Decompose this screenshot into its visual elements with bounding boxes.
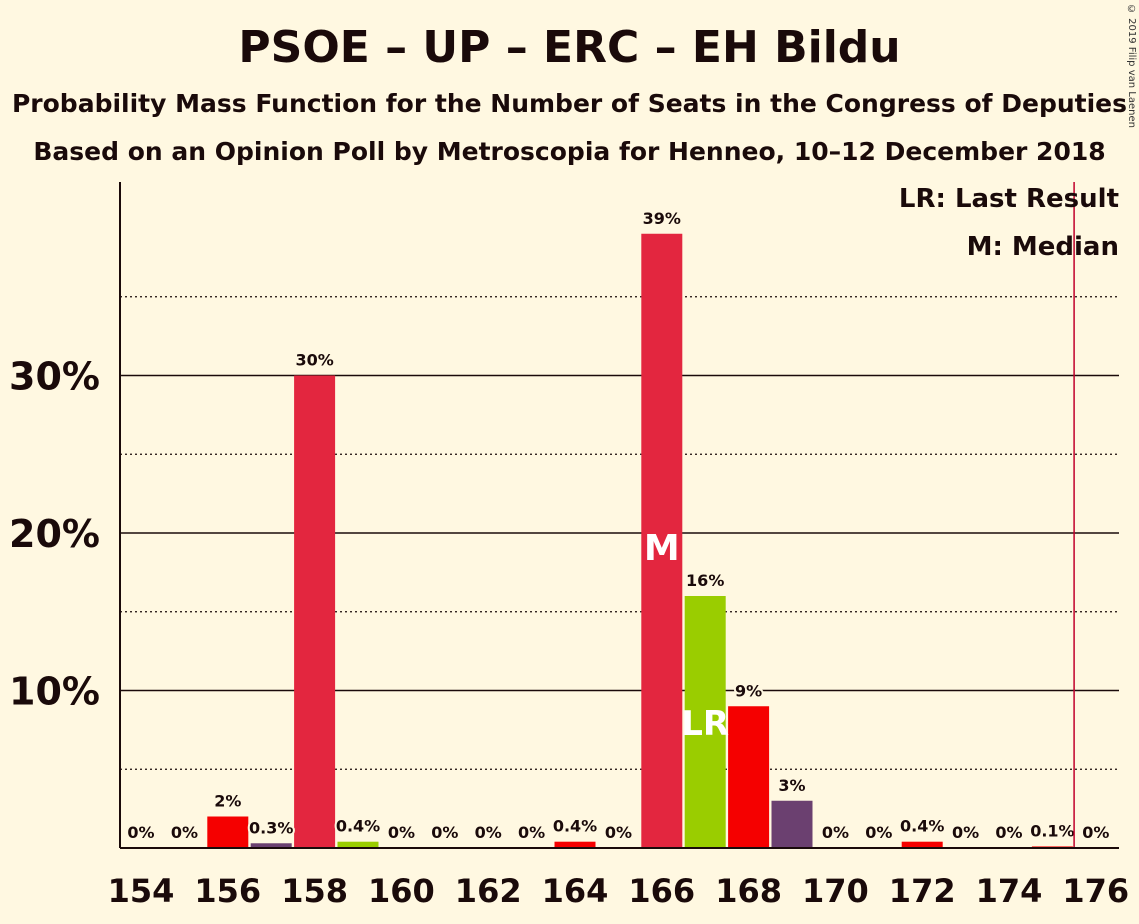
y-tick-label: 30% — [9, 355, 100, 399]
bar-seat-172 — [901, 841, 943, 848]
median-marker: M — [644, 528, 680, 569]
data-label-seat-175: 0.1% — [1030, 821, 1074, 840]
bar-seat-166 — [641, 233, 683, 848]
x-tick-label: 166 — [628, 872, 695, 910]
data-label-seat-160: 0% — [388, 823, 415, 842]
data-label-seat-168: 9% — [735, 681, 762, 700]
chart-gridlines — [120, 296, 1119, 770]
bar-seat-164 — [554, 841, 596, 848]
legend-last-result: LR: Last Result — [898, 184, 1119, 214]
bar-seat-169 — [771, 800, 813, 848]
data-label-seat-161: 0% — [431, 823, 458, 842]
x-tick-label: 154 — [108, 872, 175, 910]
data-label-seat-167: 16% — [686, 571, 724, 590]
chart-subtitle: Probability Mass Function for the Number… — [11, 89, 1128, 118]
data-label-seat-171: 0% — [865, 823, 892, 842]
legend-median: M: Median — [966, 232, 1119, 262]
data-label-seat-158: 30% — [295, 351, 333, 370]
data-label-seat-169: 3% — [778, 776, 805, 795]
bar-seat-167 — [684, 596, 726, 848]
data-label-seat-166: 39% — [643, 209, 681, 228]
data-label-seat-176: 0% — [1082, 823, 1109, 842]
chart-data-labels: 0% 0% 2% 0.3% 30% 0.4% 0% 0% 0% 0% 0.4% 0% 39% 16% 9% 3… — [125, 207, 1111, 844]
chart-bars — [207, 233, 1073, 848]
x-tick-label: 156 — [194, 872, 261, 910]
data-label-seat-170: 0% — [822, 823, 849, 842]
chart-subtitle-poll: Based on an Opinion Poll by Metroscopia … — [33, 137, 1106, 166]
bar-seat-158 — [294, 375, 336, 848]
data-label-seat-164: 0.4% — [553, 817, 597, 836]
data-label-seat-156: 2% — [214, 792, 241, 811]
data-label-seat-173: 0% — [952, 823, 979, 842]
bar-seat-156 — [207, 816, 249, 848]
x-tick-label: 168 — [715, 872, 782, 910]
data-label-seat-162: 0% — [475, 823, 502, 842]
data-label-seat-155: 0% — [171, 823, 198, 842]
bar-seat-168 — [728, 706, 770, 848]
x-tick-label: 158 — [281, 872, 348, 910]
data-label-seat-165: 0% — [605, 823, 632, 842]
x-tick-label: 162 — [455, 872, 522, 910]
data-label-seat-159: 0.4% — [336, 817, 380, 836]
x-tick-label: 164 — [542, 872, 609, 910]
data-label-seat-174: 0% — [995, 823, 1022, 842]
y-tick-label: 20% — [9, 512, 100, 556]
x-tick-label: 170 — [802, 872, 869, 910]
x-tick-label: 176 — [1062, 872, 1129, 910]
bar-seat-159 — [337, 841, 379, 848]
chart-title: PSOE – UP – ERC – EH Bildu — [238, 22, 901, 73]
data-label-seat-172: 0.4% — [900, 817, 944, 836]
bar-seat-157 — [250, 843, 292, 848]
data-label-seat-157: 0.3% — [249, 818, 293, 837]
data-label-seat-154: 0% — [127, 823, 154, 842]
x-tick-label: 172 — [889, 872, 956, 910]
data-label-seat-163: 0% — [518, 823, 545, 842]
x-tick-label: 160 — [368, 872, 435, 910]
last-result-marker: LR — [681, 704, 729, 744]
x-tick-label: 174 — [976, 872, 1043, 910]
y-tick-label: 10% — [9, 670, 100, 714]
chart-axes: 10% 20% 30% 154 156 158 160 162 164 166 168 170 172 1… — [9, 182, 1129, 910]
copyright-notice: © 2019 Filip van Laenen — [1126, 4, 1137, 128]
